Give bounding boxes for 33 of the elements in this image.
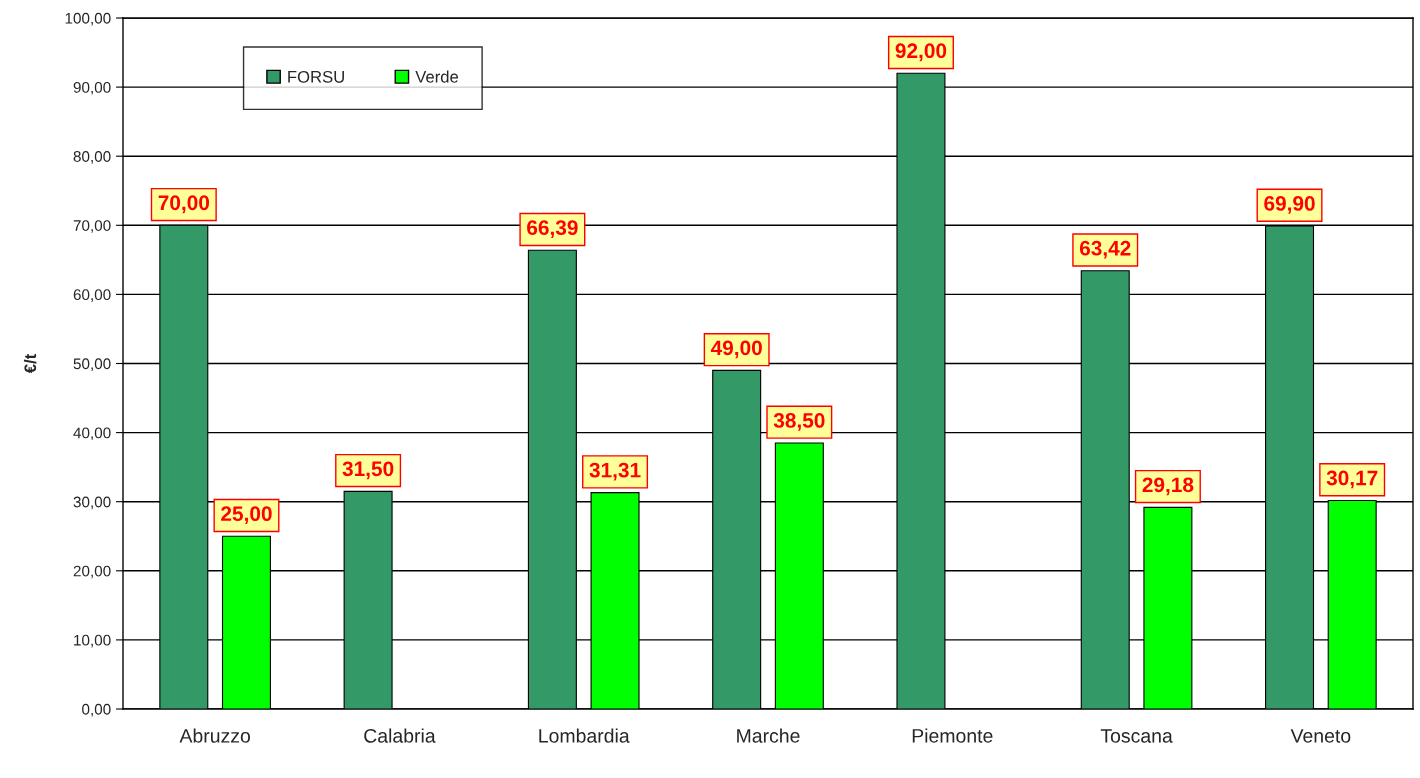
data-label: 30,17 <box>1326 470 1378 489</box>
legend-label: Verde <box>415 70 459 83</box>
data-label: 38,50 <box>773 413 825 431</box>
data-label: 31,31 <box>589 462 641 481</box>
y-tick-label: 60,00 <box>73 289 111 302</box>
y-tick-label: 80,00 <box>73 151 111 164</box>
y-tick-label: 100,00 <box>65 12 111 26</box>
y-tick-label: 30,00 <box>73 496 111 510</box>
y-tick-label: 20,00 <box>73 565 111 579</box>
y-tick-label: 50,00 <box>73 358 111 371</box>
x-tick-label: Toscana <box>1100 729 1173 743</box>
y-tick-label: 0,00 <box>82 703 111 717</box>
y-axis-title: €/t <box>23 353 37 374</box>
data-label: 63,42 <box>1079 240 1131 259</box>
data-label: 29,18 <box>1142 477 1194 496</box>
x-tick-label: Piemonte <box>912 728 993 743</box>
y-tick-label: 10,00 <box>74 634 111 648</box>
x-tick-label: Calabria <box>364 728 436 743</box>
data-label: 92,00 <box>895 43 947 62</box>
y-tick-label: 40,00 <box>73 427 111 441</box>
legend-label: FORSU <box>288 70 344 83</box>
y-tick-label: 90,00 <box>73 81 111 95</box>
data-label: 70,00 <box>158 195 210 214</box>
data-label: 66,39 <box>527 220 578 239</box>
x-tick-label: Veneto <box>1290 729 1351 743</box>
y-tick-label: 70,00 <box>73 220 111 233</box>
data-label: 69,90 <box>1264 196 1315 214</box>
x-tick-label: Marche <box>737 728 800 743</box>
data-label: 25,00 <box>221 506 272 525</box>
x-tick-label: Abruzzo <box>179 728 250 743</box>
data-label: 49,00 <box>710 340 762 359</box>
x-tick-label: Lombardia <box>539 728 630 743</box>
data-label: 31,50 <box>342 461 394 480</box>
